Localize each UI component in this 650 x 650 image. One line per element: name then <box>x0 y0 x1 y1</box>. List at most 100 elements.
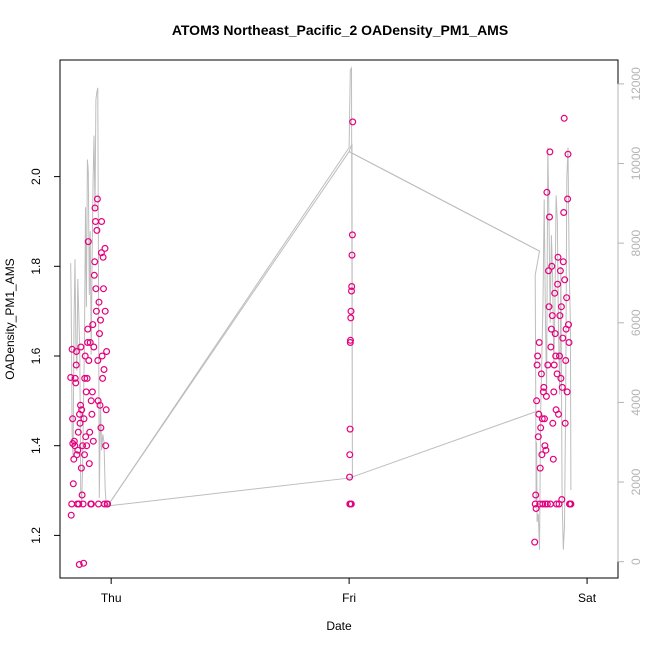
data-point-66 <box>96 401 104 409</box>
data-point-173 <box>567 500 575 508</box>
y2-tick-label-6: 12000 <box>629 67 643 101</box>
data-point-77 <box>101 244 109 252</box>
series-line-connector-2 <box>348 151 540 252</box>
data-point-41 <box>85 357 93 365</box>
data-point-30 <box>80 415 88 423</box>
data-point-31 <box>80 451 88 459</box>
y-tick-label-2: 1.6 <box>29 347 43 364</box>
data-point-114 <box>538 415 546 423</box>
data-point-58 <box>92 307 100 315</box>
data-point-80 <box>102 406 110 414</box>
data-point-146 <box>554 253 562 261</box>
data-point-28 <box>79 500 87 508</box>
data-point-46 <box>87 397 95 405</box>
data-point-27 <box>79 442 87 450</box>
data-point-33 <box>81 352 89 360</box>
x-axis: Thu Fri Sat <box>101 577 597 605</box>
data-point-54 <box>91 258 99 266</box>
data-point-13 <box>72 348 80 356</box>
data-point-53 <box>90 271 98 279</box>
data-point-86 <box>348 251 356 259</box>
data-point-73 <box>99 253 107 261</box>
data-point-166 <box>564 195 572 203</box>
y2-tick-label-3: 6000 <box>629 309 643 336</box>
data-point-158 <box>560 209 568 217</box>
data-point-72 <box>99 374 107 382</box>
data-point-133 <box>548 262 556 270</box>
data-point-48 <box>88 410 96 418</box>
data-point-108 <box>535 339 543 347</box>
data-point-95 <box>346 473 354 481</box>
data-point-121 <box>542 446 550 454</box>
data-point-136 <box>549 455 557 463</box>
data-point-22 <box>76 401 84 409</box>
chart-title: ATOM3 Northeast_Pacific_2 OADensity_PM1_… <box>172 22 508 38</box>
series-line-connector-3 <box>348 409 540 479</box>
x-tick-label-2: Sat <box>578 591 597 605</box>
data-point-70 <box>98 218 106 226</box>
data-point-4 <box>69 415 77 423</box>
data-point-99 <box>531 538 539 546</box>
data-point-94 <box>346 451 354 459</box>
data-point-87 <box>348 283 356 291</box>
data-point-169 <box>565 339 573 347</box>
data-point-37 <box>83 374 91 382</box>
y-tick-label-0: 1.2 <box>29 527 43 544</box>
data-point-51 <box>89 437 97 445</box>
y-tick-label-4: 2.0 <box>29 168 43 185</box>
y2-tick-label-1: 2000 <box>629 468 643 495</box>
data-point-144 <box>553 370 561 378</box>
data-point-168 <box>564 321 572 329</box>
y2-tick-label-4: 8000 <box>629 229 643 256</box>
data-point-38 <box>84 339 92 347</box>
data-point-47 <box>87 500 95 508</box>
data-point-92 <box>346 339 354 347</box>
data-point-149 <box>555 352 563 360</box>
data-point-129 <box>546 148 554 156</box>
data-point-156 <box>559 334 567 342</box>
data-point-1 <box>67 511 75 519</box>
data-point-19 <box>75 560 83 568</box>
data-point-102 <box>532 505 540 513</box>
data-point-59 <box>93 226 101 234</box>
data-point-165 <box>563 388 571 396</box>
data-point-81 <box>103 348 111 356</box>
data-point-42 <box>85 460 93 468</box>
data-point-18 <box>75 500 83 508</box>
data-point-153 <box>557 303 565 311</box>
data-point-93 <box>346 425 354 433</box>
data-point-25 <box>78 406 86 414</box>
data-point-154 <box>558 496 566 504</box>
data-point-118 <box>540 415 548 423</box>
data-point-164 <box>563 294 571 302</box>
data-point-34 <box>82 433 90 441</box>
data-point-50 <box>89 321 97 329</box>
data-point-60 <box>93 195 101 203</box>
data-point-115 <box>539 500 547 508</box>
y-axis-left: 1.2 1.4 1.6 1.8 2.0 <box>29 168 61 544</box>
data-point-138 <box>550 361 558 369</box>
data-point-110 <box>536 464 544 472</box>
y-axis-label: OADensity_PM1_AMS <box>3 258 17 379</box>
data-point-101 <box>532 491 540 499</box>
data-point-160 <box>561 276 569 284</box>
data-point-57 <box>92 285 100 293</box>
data-point-104 <box>533 361 541 369</box>
data-point-39 <box>84 325 92 333</box>
data-point-135 <box>549 419 557 427</box>
data-point-137 <box>550 388 558 396</box>
data-point-112 <box>537 370 545 378</box>
data-point-126 <box>544 267 552 275</box>
x-axis-label: Date <box>326 619 352 633</box>
data-point-32 <box>81 374 89 382</box>
data-point-122 <box>542 392 550 400</box>
y2-tick-label-0: 0 <box>629 558 643 565</box>
data-point-167 <box>564 150 572 158</box>
data-point-157 <box>559 258 567 266</box>
data-point-40 <box>84 238 92 246</box>
data-point-16 <box>74 446 82 454</box>
series-line-right-axis <box>70 66 572 550</box>
data-point-14 <box>73 451 81 459</box>
data-point-89 <box>347 307 355 315</box>
data-point-105 <box>534 352 542 360</box>
